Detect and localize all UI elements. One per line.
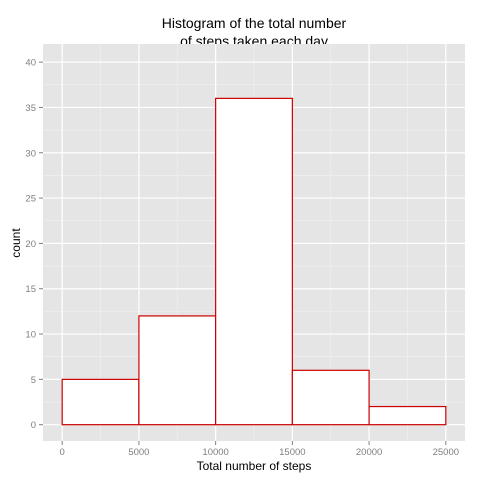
x-tick-label: 10000 [202, 447, 228, 458]
x-tick-label: 25000 [433, 447, 459, 458]
x-axis-title: Total number of steps [197, 459, 312, 473]
histogram-bar [138, 315, 217, 426]
y-tick-label: 40 [25, 58, 36, 69]
histogram-bar [215, 97, 293, 426]
histogram-bars [61, 97, 447, 426]
y-tick-label: 20 [25, 239, 36, 250]
y-tick-label: 15 [25, 284, 36, 295]
y-axis-title: count [9, 228, 23, 258]
y-tick-label: 25 [25, 194, 36, 205]
histogram-bar [368, 405, 447, 426]
y-tick-label: 30 [25, 148, 36, 159]
histogram-bar [291, 369, 370, 426]
y-axis-ticks: 0 5 10 15 20 25 30 35 40 [25, 58, 43, 431]
x-tick-label: 20000 [356, 447, 382, 458]
y-tick-label: 5 [31, 375, 36, 386]
y-tick-label: 0 [31, 420, 36, 431]
x-tick-label: 15000 [279, 447, 305, 458]
y-tick-label: 10 [25, 330, 36, 341]
x-tick-label: 5000 [128, 447, 149, 458]
chart-title-line-1: Histogram of the total number [162, 15, 347, 31]
histogram-bar [61, 378, 140, 426]
x-tick-label: 0 [60, 447, 65, 458]
x-axis-ticks: 0 5000 10000 15000 20000 25000 [60, 441, 459, 458]
y-tick-label: 35 [25, 103, 36, 114]
